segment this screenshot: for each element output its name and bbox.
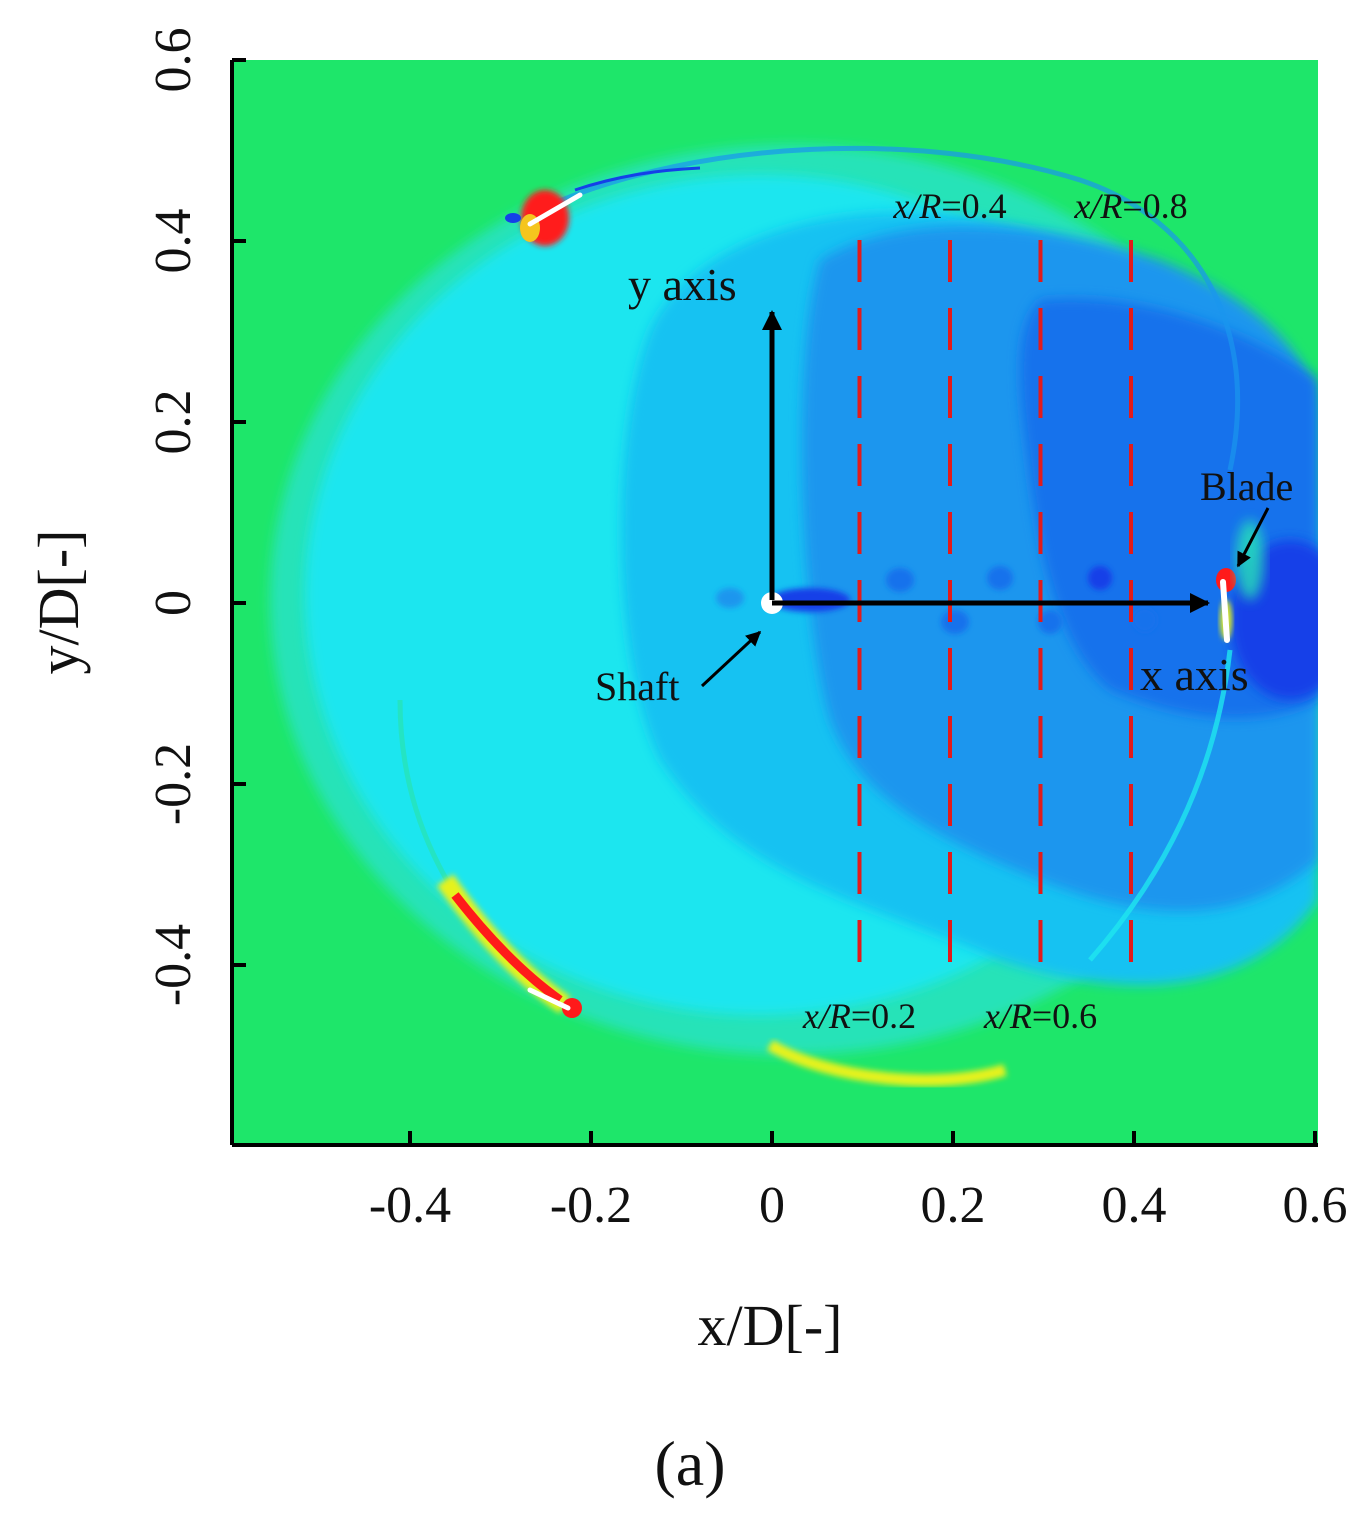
y-tick-label: -0.4 [145, 924, 202, 1006]
blade-label: Blade [1200, 464, 1293, 509]
panel-label: (a) [654, 1428, 725, 1499]
tip-vortex-arc [549, 145, 1241, 471]
y-tick-label: -0.2 [145, 743, 202, 825]
measurement-line-label: x/R=0.6 [983, 996, 1097, 1036]
y-axis-arrow-label: y axis [628, 259, 737, 310]
x-tick-label: -0.2 [550, 1177, 632, 1234]
measurement-line-label: x/R=0.8 [1073, 186, 1187, 226]
blade-pointer [1236, 507, 1270, 568]
blade-lower-left [436, 874, 582, 1018]
wake-vortices [716, 566, 1157, 634]
measurement-line-label: x/R=0.4 [892, 186, 1006, 226]
x-tick-label: -0.4 [369, 1177, 451, 1234]
measurement-line-label: x/R=0.2 [802, 996, 916, 1036]
x-tick-label: 0 [759, 1177, 785, 1234]
bottom-wake-streak [766, 1039, 1007, 1087]
coordinate-arrows: y axis x axis Shaft Blade [595, 259, 1293, 709]
x-axis-ticks: -0.4 -0.2 0 0.2 0.4 0.6 [369, 1131, 1348, 1234]
x-axis-arrow-label: x axis [1140, 649, 1249, 700]
y-tick-label: 0 [145, 590, 202, 616]
x-axis-title: x/D[-] [698, 1293, 843, 1358]
y-tick-label: 0.2 [145, 390, 202, 455]
x-tick-label: 0.2 [921, 1177, 986, 1234]
shaft-pointer [700, 630, 762, 688]
velocity-contour-field [232, 60, 1318, 1145]
blade-upper-left [505, 166, 701, 246]
measurement-labels: x/R=0.2 x/R=0.4 x/R=0.6 x/R=0.8 [802, 186, 1188, 1036]
x-tick-label: 0.6 [1283, 1177, 1348, 1234]
y-axis-title: y/D[-] [26, 530, 91, 675]
y-axis-ticks: -0.4 -0.2 0 0.2 0.4 0.6 [145, 28, 246, 1006]
y-tick-label: 0.4 [145, 209, 202, 274]
x-tick-label: 0.4 [1102, 1177, 1167, 1234]
y-tick-label: 0.6 [145, 28, 202, 93]
shaft-label: Shaft [595, 664, 679, 709]
lower-wake-arc [1088, 649, 1233, 962]
